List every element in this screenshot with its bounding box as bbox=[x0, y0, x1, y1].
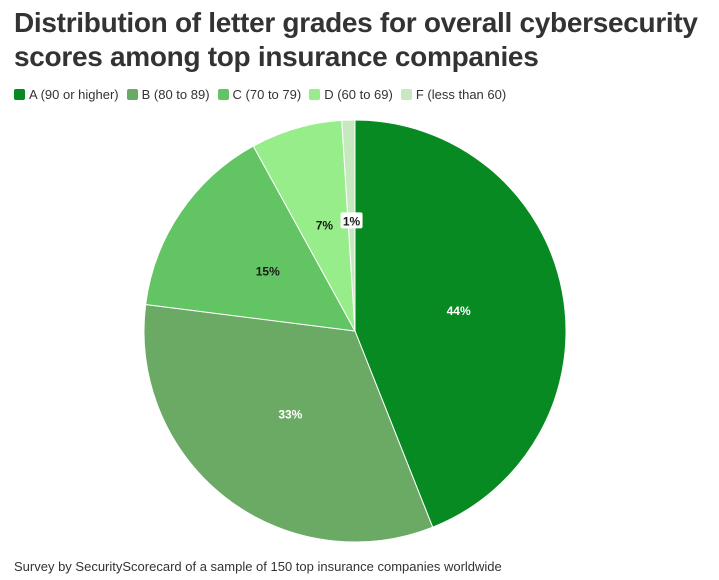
legend-label-b: B (80 to 89) bbox=[141, 87, 210, 102]
pie-slice-b bbox=[143, 303, 434, 543]
pie-slice-a bbox=[354, 119, 567, 528]
legend-item-a: A (90 or higher) bbox=[14, 87, 119, 102]
legend-label-f: F (less than 60) bbox=[415, 87, 507, 102]
legend-label-a: A (90 or higher) bbox=[29, 87, 119, 102]
legend-swatch-c bbox=[217, 89, 229, 100]
pie-chart: 44% 33% 15% 7% 1% bbox=[143, 119, 567, 543]
legend-swatch-b bbox=[126, 89, 138, 100]
slice-label-f: 1% bbox=[343, 214, 361, 228]
legend-item-c: C (70 to 79) bbox=[217, 87, 302, 102]
legend-label-d: D (60 to 69) bbox=[324, 87, 393, 102]
legend-swatch-d bbox=[309, 89, 321, 100]
legend-swatch-a bbox=[14, 89, 25, 100]
slice-label-bg-f bbox=[340, 212, 363, 229]
legend-item-d: D (60 to 69) bbox=[309, 87, 393, 102]
legend: A (90 or higher) B (80 to 89) C (70 to 7… bbox=[14, 87, 506, 102]
footnote: Survey by SecurityScorecard of a sample … bbox=[14, 559, 502, 574]
slice-label-c: 15% bbox=[256, 265, 280, 279]
slice-label-a: 44% bbox=[447, 304, 471, 318]
legend-item-b: B (80 to 89) bbox=[126, 87, 210, 102]
legend-item-f: F (less than 60) bbox=[400, 87, 507, 102]
legend-label-c: C (70 to 79) bbox=[232, 87, 302, 102]
slice-label-b: 33% bbox=[278, 407, 302, 421]
pie-slice-c bbox=[145, 145, 356, 332]
legend-swatch-f bbox=[400, 89, 412, 100]
chart-title: Distribution of letter grades for overal… bbox=[14, 7, 698, 72]
slice-label-d: 7% bbox=[316, 219, 334, 233]
